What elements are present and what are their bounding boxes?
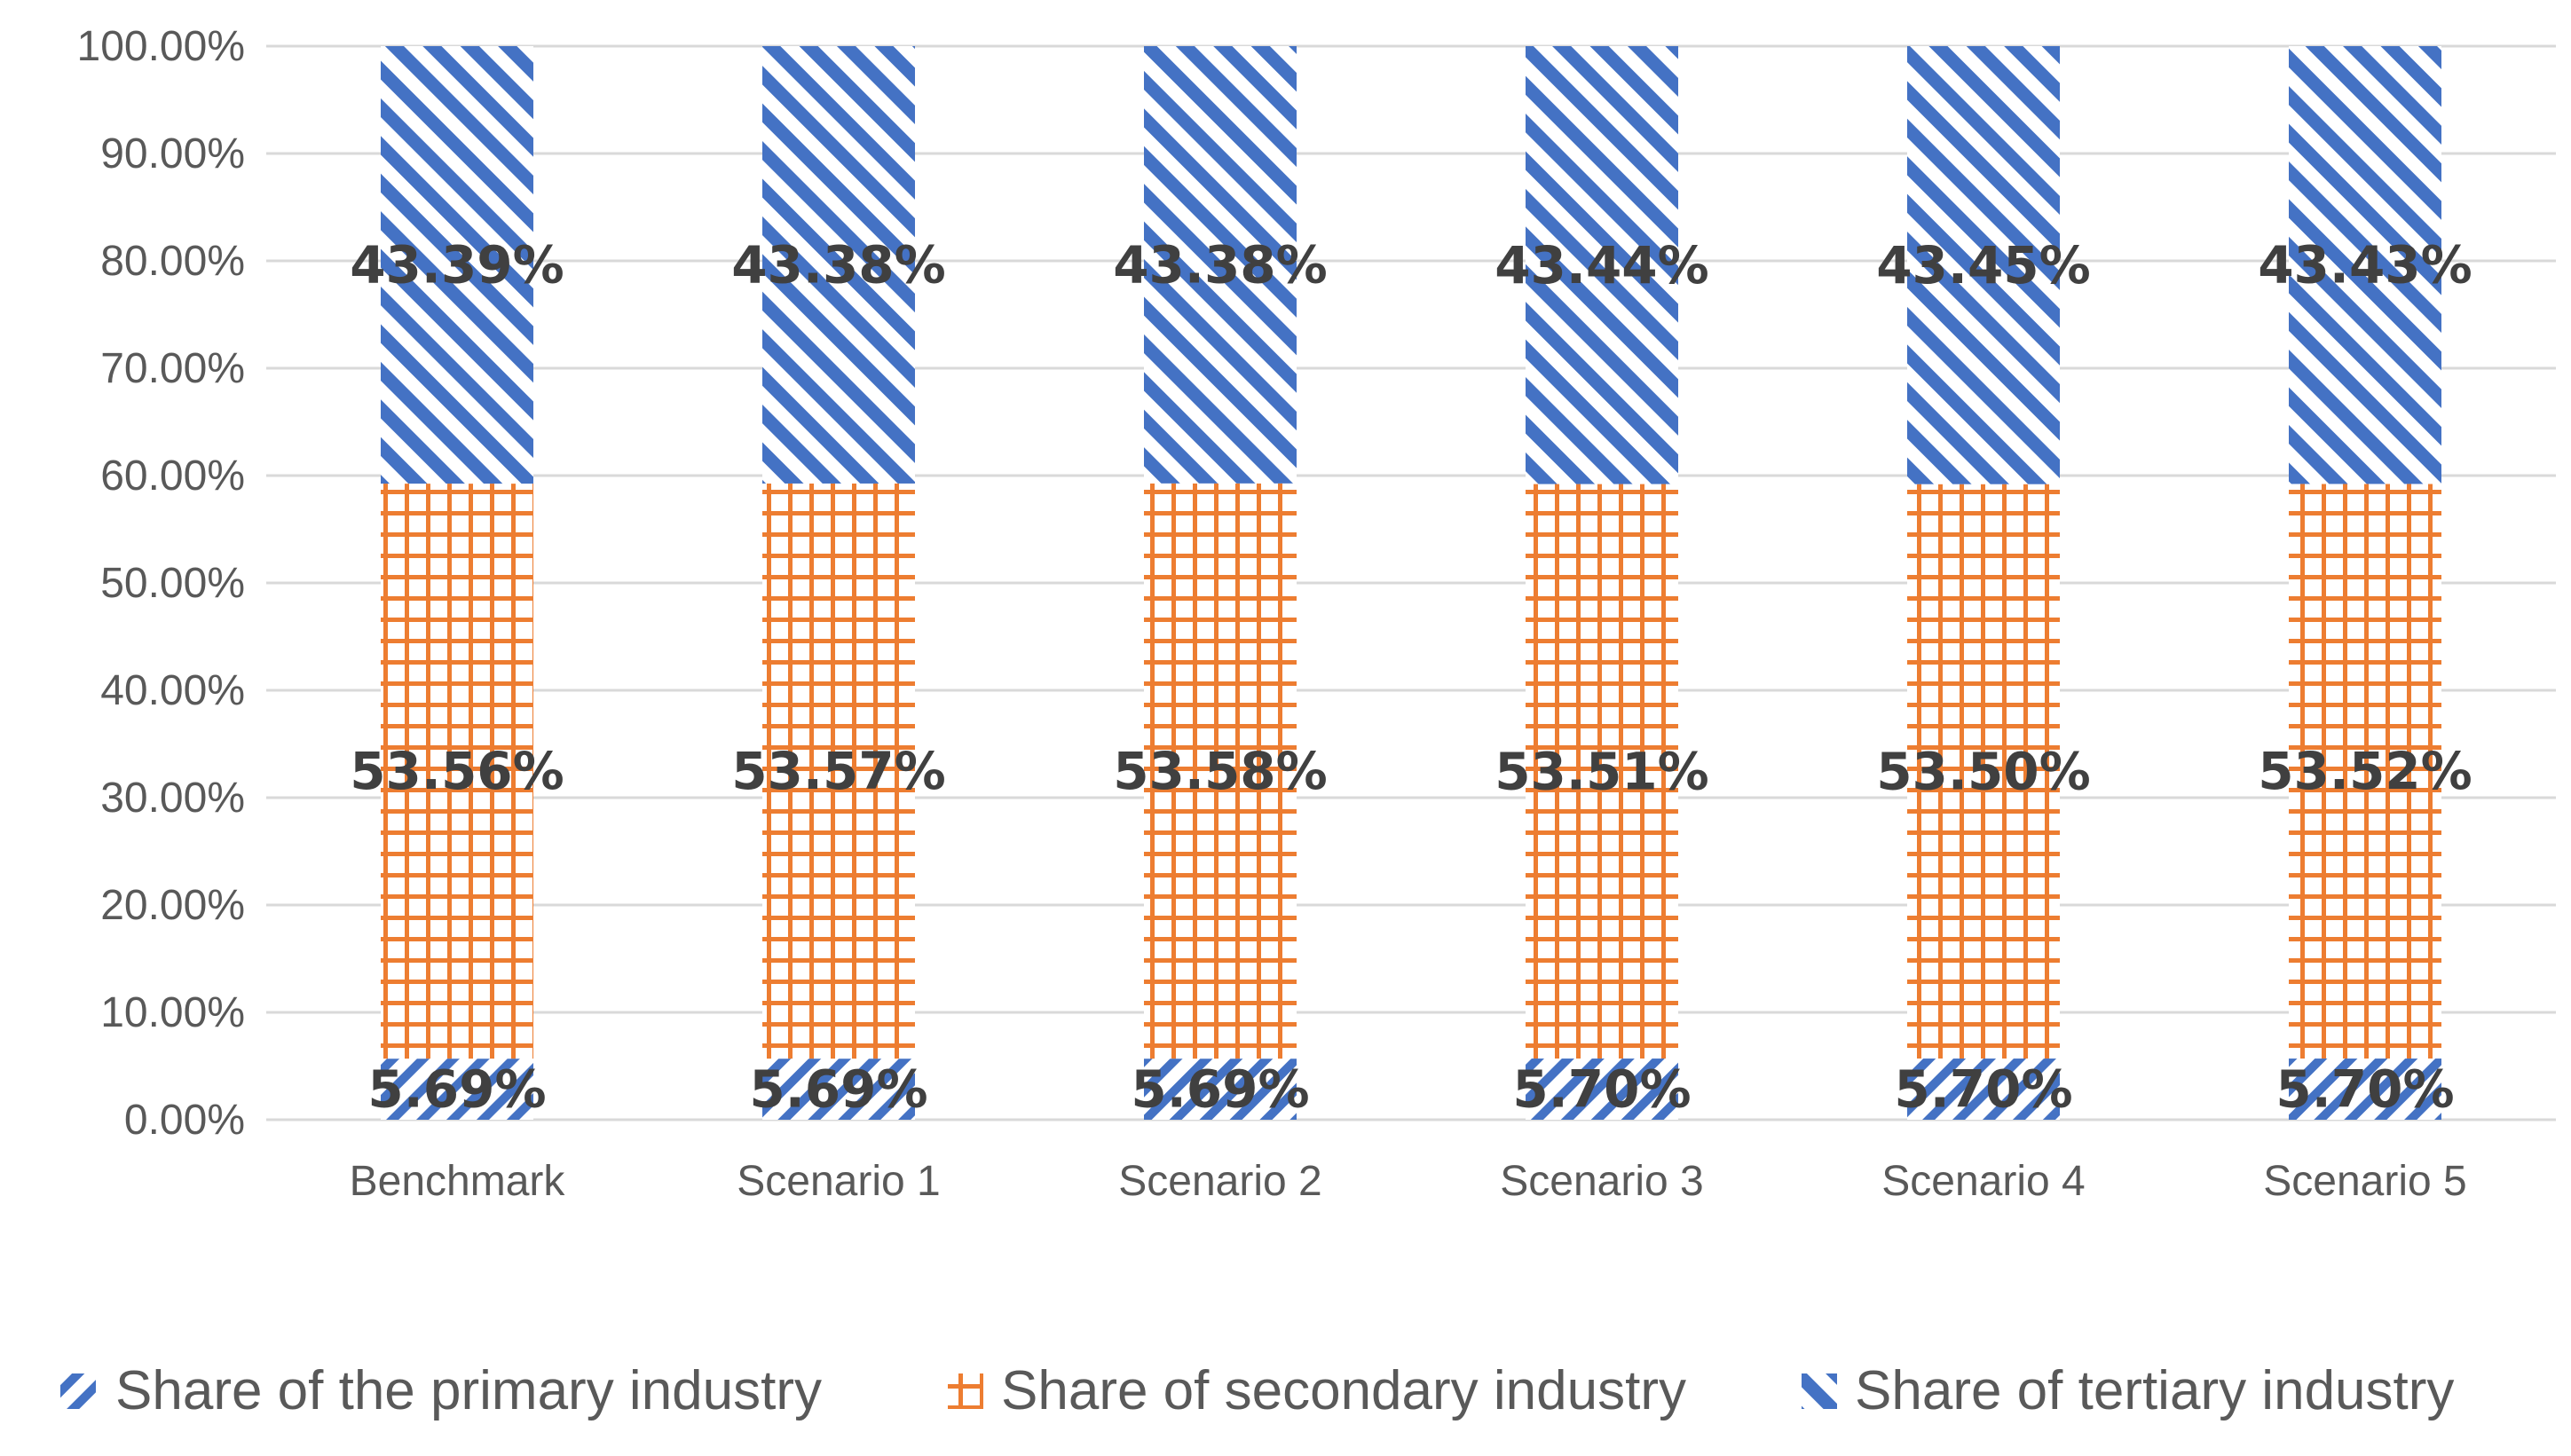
data-label-secondary: 53.56%	[350, 741, 564, 801]
bar-secondary	[2289, 484, 2441, 1059]
y-tick-label: 40.00%	[100, 667, 245, 714]
bars	[381, 46, 2441, 1120]
y-tick-label: 50.00%	[100, 560, 245, 607]
data-label-secondary: 53.51%	[1494, 741, 1709, 801]
legend-label-tertiary: Share of tertiary industry	[1855, 1360, 2454, 1421]
data-label-secondary: 53.58%	[1113, 741, 1328, 801]
legend-swatch-primary	[60, 1373, 96, 1409]
data-label-primary: 5.69%	[749, 1059, 927, 1120]
bar-secondary	[381, 484, 533, 1059]
bar-primary	[762, 1059, 915, 1120]
bar-primary	[1144, 1059, 1297, 1120]
y-tick-label: 100.00%	[77, 23, 246, 70]
bar-tertiary	[381, 46, 533, 484]
y-tick-label: 20.00%	[100, 882, 245, 929]
data-label-tertiary: 43.39%	[350, 235, 564, 295]
legend-label-secondary: Share of secondary industry	[1001, 1360, 1686, 1421]
legend: Share of the primary industry Share of se…	[60, 1360, 2454, 1421]
x-tick-label: Scenario 1	[737, 1158, 940, 1205]
data-label-tertiary: 43.45%	[1876, 235, 2091, 295]
bar-secondary	[1144, 483, 1297, 1059]
y-tick-label: 70.00%	[100, 345, 245, 392]
x-tick-label: Benchmark	[350, 1158, 566, 1205]
bar-primary	[1907, 1059, 2060, 1120]
bar-secondary	[1526, 484, 1678, 1059]
bar-tertiary	[1144, 46, 1297, 484]
gridlines	[266, 44, 2556, 1122]
bar-tertiary	[762, 46, 915, 484]
y-tick-label: 10.00%	[100, 989, 245, 1036]
data-label-primary: 5.70%	[1894, 1059, 2072, 1120]
data-label-secondary: 53.57%	[731, 741, 946, 801]
bar-tertiary	[2289, 46, 2441, 484]
data-label-tertiary: 43.38%	[1113, 234, 1328, 295]
x-tick-label: Scenario 4	[1881, 1158, 2085, 1205]
x-tick-label: Scenario 3	[1500, 1158, 1703, 1205]
data-label-primary: 5.70%	[2275, 1059, 2454, 1120]
x-axis: Benchmark Scenario 1 Scenario 2 Scenario 3 S…	[350, 1158, 2467, 1205]
y-tick-label: 80.00%	[100, 238, 245, 285]
data-label-tertiary: 43.43%	[2258, 235, 2472, 295]
x-tick-label: Scenario 2	[1118, 1158, 1321, 1205]
legend-swatch-secondary	[948, 1373, 983, 1409]
data-label-tertiary: 43.44%	[1494, 235, 1709, 295]
legend-swatch-tertiary	[1802, 1373, 1837, 1409]
bar-secondary	[1907, 484, 2060, 1059]
bar-tertiary	[1526, 46, 1678, 484]
bar-primary	[381, 1059, 533, 1120]
y-axis: 0.00% 10.00% 20.00% 30.00% 40.00% 50.00% 60.00…	[77, 23, 246, 1144]
y-tick-label: 60.00%	[100, 453, 245, 500]
data-label-primary: 5.69%	[367, 1059, 546, 1120]
bar-tertiary	[1907, 46, 2060, 484]
data-label-secondary: 53.50%	[1876, 741, 2091, 801]
data-label-primary: 5.69%	[1131, 1059, 1309, 1120]
legend-label-primary: Share of the primary industry	[115, 1360, 822, 1421]
y-tick-label: 0.00%	[124, 1097, 245, 1144]
x-tick-label: Scenario 5	[2263, 1158, 2466, 1205]
data-label-secondary: 53.52%	[2258, 741, 2472, 801]
bar-primary	[1526, 1059, 1678, 1120]
bar-primary	[2289, 1059, 2441, 1120]
data-label-primary: 5.70%	[1512, 1059, 1691, 1120]
data-label-tertiary: 43.38%	[731, 234, 946, 295]
bar-secondary	[762, 483, 915, 1059]
data-labels: 5.69% 53.56% 43.39% 5.69% 53.57% 43.38% 5.69% 5…	[350, 234, 2472, 1119]
y-tick-label: 90.00%	[100, 130, 245, 177]
y-tick-label: 30.00%	[100, 775, 245, 822]
